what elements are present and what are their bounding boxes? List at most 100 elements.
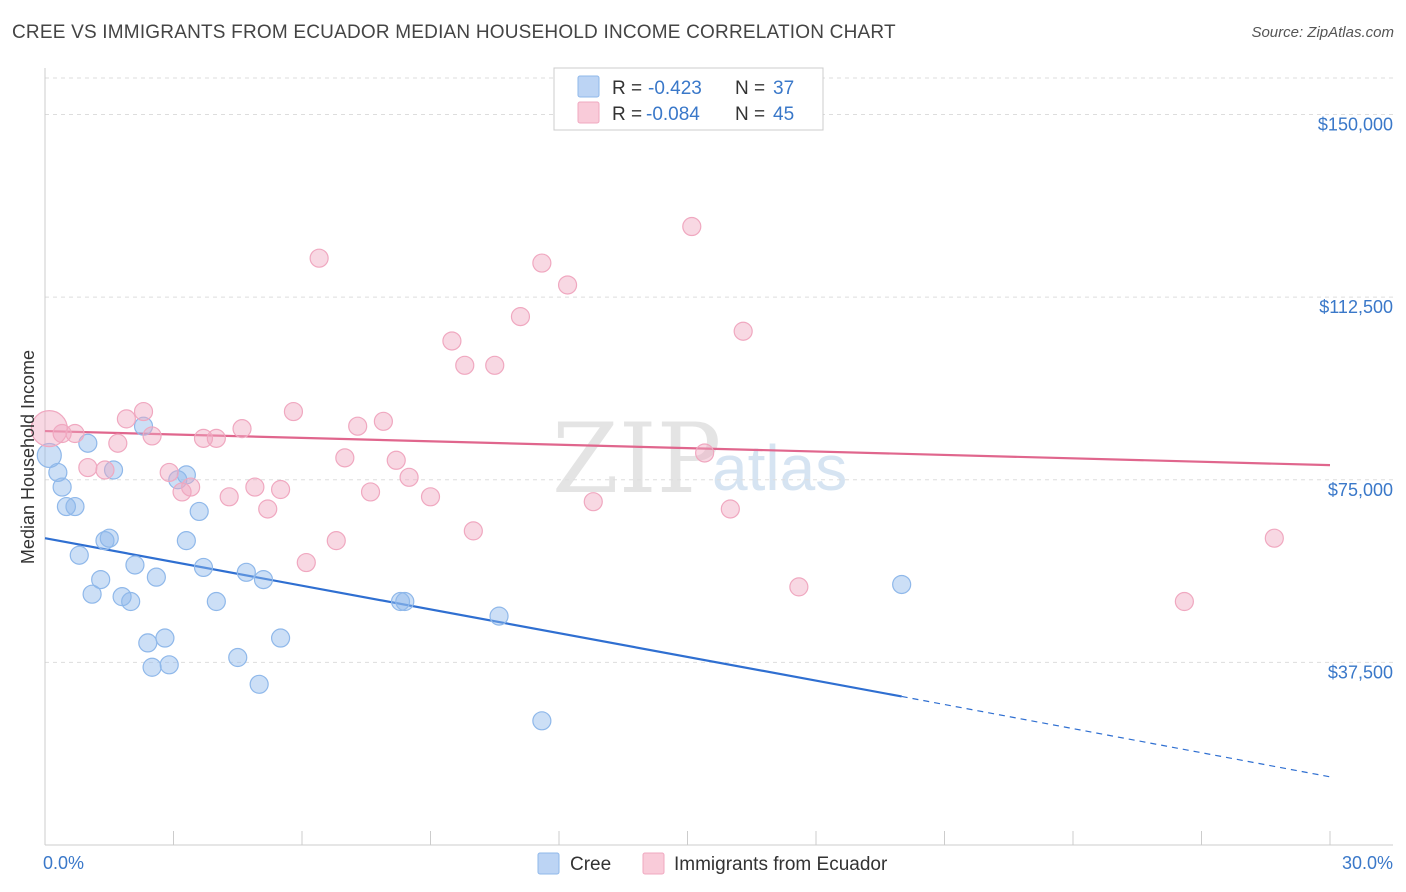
point-cree-34	[489, 606, 509, 626]
point-cree-20	[159, 655, 179, 675]
point-ecuador-3	[78, 457, 98, 478]
point-cree-18	[146, 567, 166, 587]
point-cree-30	[253, 569, 274, 590]
point-ecuador-22	[326, 531, 346, 551]
point-cree-1	[48, 462, 68, 483]
point-ecuador-17	[258, 499, 278, 519]
chart-title: CREE VS IMMIGRANTS FROM ECUADOR MEDIAN H…	[12, 22, 896, 43]
point-cree-25	[193, 557, 214, 578]
point-cree-5	[69, 545, 89, 565]
point-cree-17	[142, 657, 162, 677]
stats-n-label-ecuador: N =	[735, 104, 765, 125]
point-ecuador-29	[420, 487, 441, 507]
point-cree-23	[176, 531, 196, 551]
point-cree-7	[82, 584, 102, 604]
point-ecuador-26	[373, 411, 393, 431]
point-ecuador-30	[442, 331, 462, 351]
point-ecuador-44	[1264, 528, 1284, 548]
point-cree-6	[78, 433, 98, 453]
point-ecuador-28	[399, 467, 419, 487]
stats-legend-swatch-ecuador	[577, 101, 600, 124]
point-ecuador-6	[116, 409, 136, 429]
y-tick-labels: $150,000 $112,500 $75,000 $37,500	[1318, 115, 1393, 683]
point-ecuador-41	[733, 321, 753, 341]
y-axis-title: Median Household Income	[18, 350, 38, 564]
y-tick-label-0: $150,000	[1318, 115, 1393, 135]
series-legend-swatch-cree	[537, 852, 560, 875]
stats-r-label-ecuador: R =	[612, 104, 642, 125]
point-ecuador-31	[455, 355, 475, 375]
point-ecuador-11	[181, 477, 201, 497]
point-ecuador-40	[720, 499, 740, 519]
point-cree-4	[65, 496, 85, 517]
point-ecuador-18	[270, 479, 291, 500]
point-ecuador-34	[510, 307, 531, 327]
x-ticks	[44, 831, 1331, 845]
point-ecuador-23	[335, 448, 355, 468]
data-points	[30, 216, 1284, 731]
point-ecuador-20	[296, 552, 316, 573]
point-ecuador-16	[245, 477, 265, 497]
point-cree-13	[121, 591, 141, 612]
point-ecuador-37	[583, 492, 603, 512]
source-label: Source: ZipAtlas.com	[1251, 24, 1394, 41]
point-cree-28	[236, 562, 256, 582]
stats-n-value-cree: 37	[773, 78, 794, 99]
point-ecuador-21	[309, 248, 329, 268]
axes	[44, 68, 1393, 846]
y-tick-label-1: $112,500	[1319, 297, 1393, 317]
point-ecuador-9	[159, 462, 179, 483]
y-tick-label-3: $37,500	[1328, 662, 1393, 682]
point-ecuador-24	[348, 416, 368, 436]
stats-n-label-cree: N =	[735, 78, 765, 99]
point-cree-32	[390, 591, 411, 612]
point-cree-35	[532, 711, 552, 731]
point-cree-36	[892, 574, 912, 595]
point-ecuador-38	[682, 216, 702, 237]
stats-r-label-cree: R =	[612, 78, 642, 99]
trend-line-1	[44, 429, 1331, 467]
point-ecuador-14	[219, 487, 239, 507]
watermark: ZIP atlas	[552, 403, 847, 515]
point-ecuador-19	[283, 401, 304, 422]
point-ecuador-36	[557, 275, 578, 295]
stats-r-value-cree: -0.423	[648, 78, 702, 99]
x-tick-label-max: 30.0%	[1342, 853, 1393, 873]
stats-n-value-ecuador: 45	[773, 104, 794, 125]
point-cree-16	[138, 633, 158, 653]
point-ecuador-15	[232, 419, 252, 439]
point-cree-14	[125, 555, 145, 575]
point-ecuador-43	[1174, 591, 1194, 612]
point-ecuador-13	[206, 428, 226, 448]
point-cree-8	[91, 569, 111, 590]
series-legend: Cree Immigrants from Ecuador	[537, 852, 888, 875]
point-cree-10	[99, 528, 119, 548]
point-cree-24	[189, 501, 209, 522]
watermark-atlas: atlas	[712, 432, 847, 504]
point-ecuador-42	[789, 577, 809, 597]
point-cree-31	[270, 628, 291, 648]
point-ecuador-5	[108, 433, 128, 453]
trend-lines	[44, 429, 1331, 778]
point-ecuador-35	[532, 253, 552, 273]
point-ecuador-2	[65, 423, 85, 444]
stats-legend: R = -0.423 N = 37 R = -0.084 N = 45	[553, 67, 824, 131]
trend-line-extension-0	[901, 695, 1331, 778]
point-cree-26	[206, 591, 226, 612]
y-tick-label-2: $75,000	[1328, 480, 1393, 500]
point-ecuador-4	[95, 460, 115, 480]
point-cree-2	[52, 477, 72, 497]
point-ecuador-32	[463, 521, 483, 541]
watermark-zip: ZIP	[552, 403, 721, 515]
point-cree-19	[155, 628, 175, 648]
x-tick-label-min: 0.0%	[43, 853, 84, 873]
point-ecuador-39	[695, 443, 715, 463]
series-legend-label-cree: Cree	[570, 854, 611, 875]
point-ecuador-25	[360, 482, 381, 502]
trend-line-0	[44, 537, 902, 698]
series-legend-label-ecuador: Immigrants from Ecuador	[674, 854, 888, 875]
point-cree-33	[395, 591, 415, 612]
series-legend-swatch-ecuador	[642, 852, 665, 875]
point-ecuador-7	[133, 401, 154, 422]
